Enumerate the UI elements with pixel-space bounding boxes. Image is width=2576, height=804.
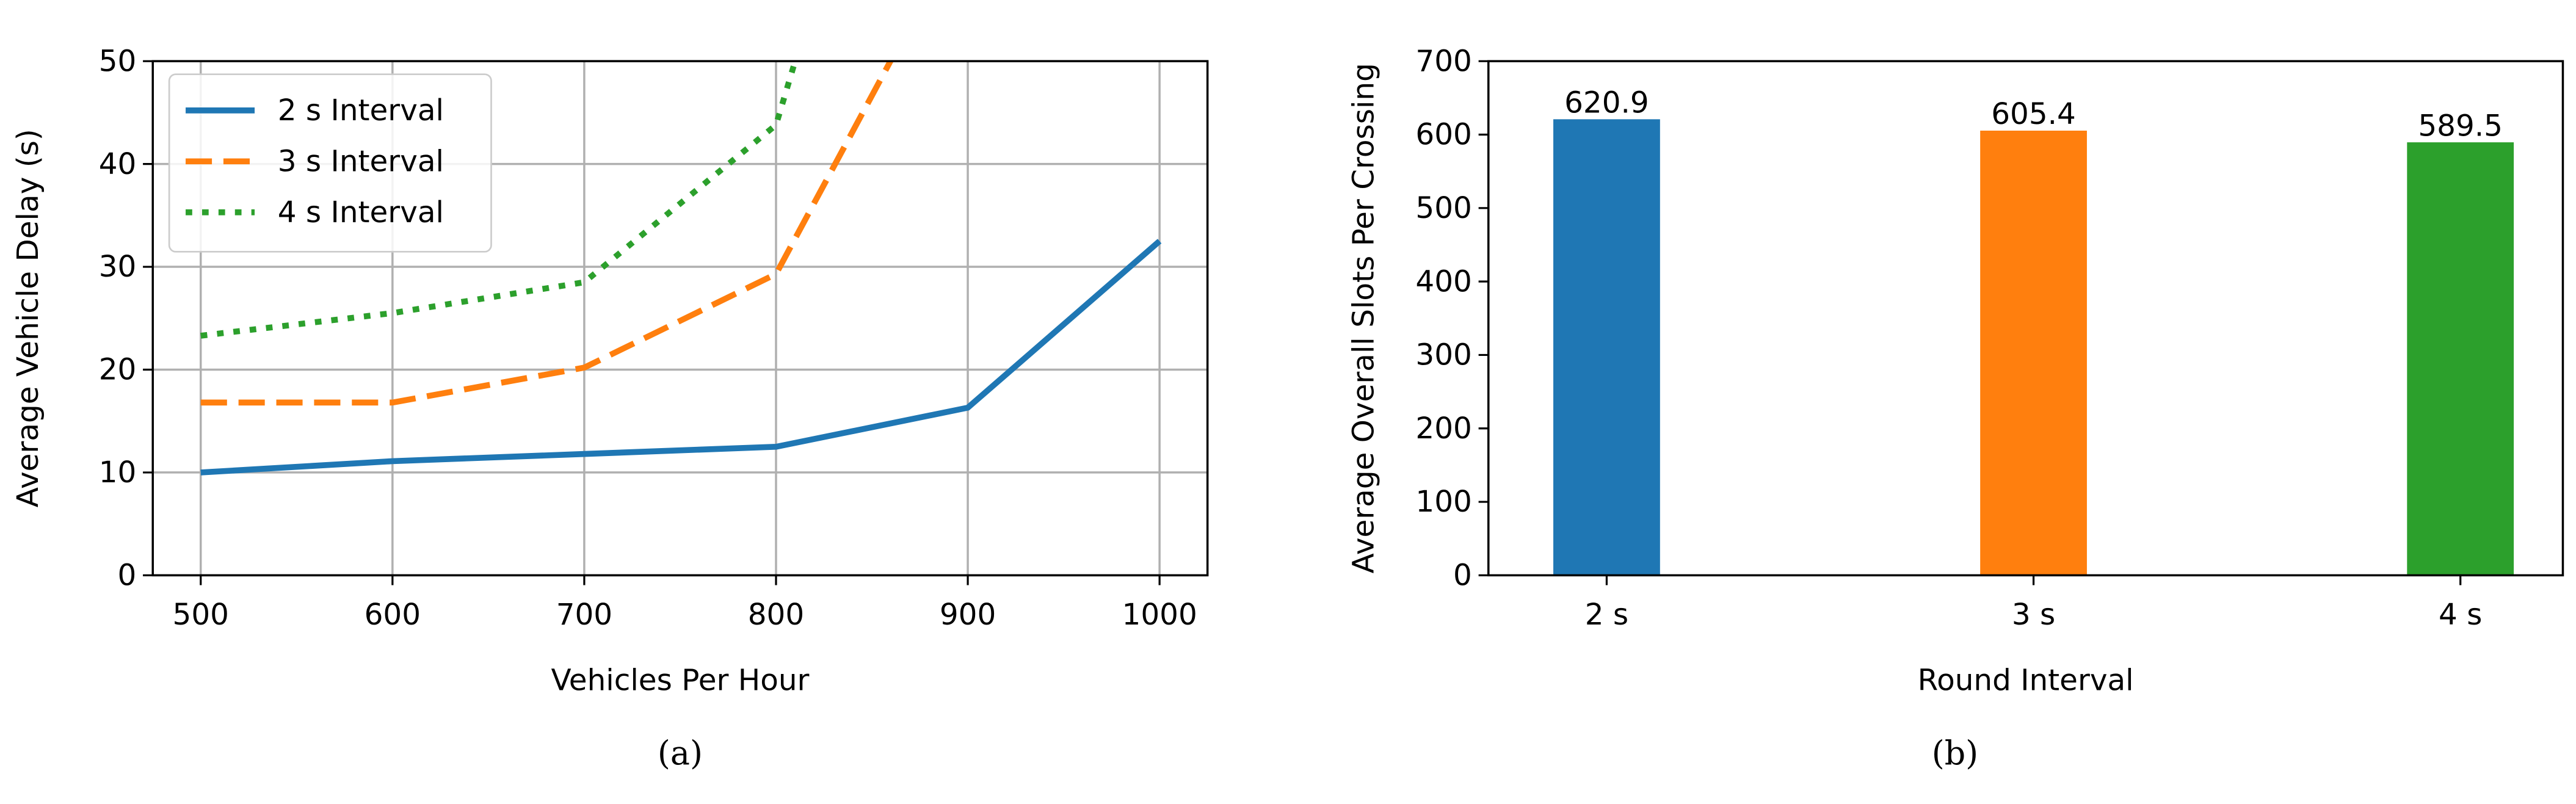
plot-frame (1487, 60, 2564, 577)
y-axis-label: Average Overall Slots Per Crossing (1346, 63, 1381, 573)
y-tick-label: 100 (1415, 485, 1471, 519)
y-tick-label: 200 (1415, 411, 1471, 446)
y-tick-label: 0 (1453, 559, 1472, 593)
caption: (a) (658, 734, 703, 772)
x-tick-label: 4 s (2439, 598, 2482, 632)
line-series (200, 61, 894, 406)
legend-box (168, 73, 492, 253)
y-tick-label: 20 (99, 353, 137, 387)
y-tick-label: 400 (1415, 264, 1471, 299)
y-tick-label: 50 (99, 44, 137, 78)
y-tick-label: 500 (1415, 191, 1471, 225)
x-tick-label: 900 (940, 598, 996, 632)
legend-label: 4 s Interval (278, 195, 444, 230)
x-tick-label: 2 s (1585, 598, 1628, 632)
y-tick-label: 700 (1415, 44, 1471, 78)
y-tick-label: 40 (99, 147, 137, 181)
x-tick-label: 500 (173, 598, 229, 632)
x-axis-label: Vehicles Per Hour (551, 664, 809, 698)
bar (2407, 142, 2514, 576)
y-tick-label: 300 (1415, 338, 1471, 372)
y-tick-label: 0 (118, 559, 137, 593)
x-tick-label: 3 s (2012, 598, 2055, 632)
bar (1980, 130, 2087, 576)
y-axis-label: Average Vehicle Delay (s) (11, 129, 45, 507)
x-axis-label: Round Interval (1918, 664, 2134, 698)
plot-frame (151, 60, 1209, 577)
x-tick-label: 1000 (1122, 598, 1197, 632)
y-tick-label: 600 (1415, 118, 1471, 152)
value-label: 589.5 (2418, 109, 2503, 143)
legend-label: 2 s Interval (278, 93, 444, 128)
legend-label: 3 s Interval (278, 144, 444, 178)
caption: (b) (1932, 734, 1978, 772)
y-tick-label: 10 (99, 455, 137, 490)
x-tick-label: 700 (556, 598, 612, 632)
value-label: 605.4 (1991, 97, 2076, 131)
bar (1553, 119, 1660, 576)
x-tick-label: 800 (748, 598, 804, 632)
y-tick-label: 30 (99, 250, 137, 284)
line-series (200, 239, 1162, 476)
lines (200, 61, 1162, 476)
value-label: 620.9 (1564, 86, 1649, 120)
x-tick-label: 600 (365, 598, 421, 632)
